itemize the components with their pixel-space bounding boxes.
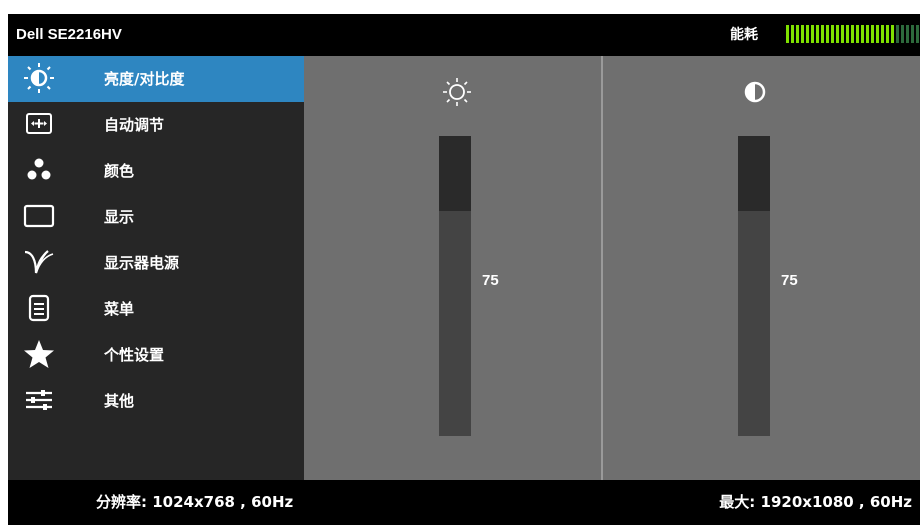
star-icon xyxy=(24,340,54,368)
sidebar-item-label: 菜单 xyxy=(104,300,135,318)
energy-meter-bar xyxy=(816,25,819,43)
energy-meter-bar xyxy=(811,25,814,43)
brightness-value: 75 xyxy=(482,272,499,289)
osd-footer: 分辨率: 1024x768 , 60Hz 最大: 1920x1080 , 60H… xyxy=(8,480,920,525)
sidebar-item-menu[interactable]: 菜单 xyxy=(8,286,304,332)
energy-meter-bar xyxy=(791,25,794,43)
sidebar-item-color[interactable]: 颜色 xyxy=(8,148,304,194)
menu-icon xyxy=(28,294,50,322)
energy-meter-bar xyxy=(916,25,919,43)
sun-icon xyxy=(443,78,471,106)
brightness-slider-fill xyxy=(439,211,471,436)
energy-meter-bar xyxy=(911,25,914,43)
max-resolution: 最大: 1920x1080 , 60Hz xyxy=(719,493,912,511)
content-area: 75 75 xyxy=(304,56,920,480)
sidebar-item-auto-adjust[interactable]: 自动调节 xyxy=(8,102,304,148)
osd-header: Dell SE2216HV 能耗 xyxy=(8,14,920,56)
energy-meter-bar xyxy=(846,25,849,43)
sidebar-item-label: 颜色 xyxy=(104,162,135,180)
energy-meter-bar xyxy=(891,25,894,43)
energy-meter-bar xyxy=(786,25,789,43)
energy-label: 能耗 xyxy=(730,27,758,43)
energy-meter-bar xyxy=(876,25,879,43)
energy-meter-bar xyxy=(866,25,869,43)
brightness-slider[interactable] xyxy=(439,136,471,436)
panel-divider xyxy=(601,56,603,480)
energy-meter-bar xyxy=(831,25,834,43)
sidebar-item-label: 显示 xyxy=(104,208,135,226)
sidebar-item-display[interactable]: 显示 xyxy=(8,194,304,240)
energy-meter-bar xyxy=(856,25,859,43)
energy-meter-bar xyxy=(881,25,884,43)
energy-meter-bar xyxy=(806,25,809,43)
contrast-value: 75 xyxy=(781,272,798,289)
sidebar-item-power[interactable]: 显示器电源 xyxy=(8,240,304,286)
energy-meter-bar xyxy=(796,25,799,43)
energy-meter-bar xyxy=(896,25,899,43)
energy-meter-bar xyxy=(906,25,909,43)
contrast-slider[interactable] xyxy=(738,136,770,436)
energy-meter-bar xyxy=(821,25,824,43)
sidebar-item-label: 个性设置 xyxy=(104,346,165,364)
sidebar-item-label: 亮度/对比度 xyxy=(104,70,185,88)
current-resolution: 分辨率: 1024x768 , 60Hz xyxy=(96,493,294,511)
energy-meter-bar xyxy=(871,25,874,43)
sidebar: 亮度/对比度 自动调节 颜色 显示 xyxy=(8,56,304,480)
energy-meter-bar xyxy=(836,25,839,43)
contrast-slider-fill xyxy=(738,211,770,436)
energy-meter-bar xyxy=(901,25,904,43)
settings-icon xyxy=(26,390,52,410)
energy-meter-bar xyxy=(886,25,889,43)
power-icon xyxy=(24,250,54,274)
contrast-icon xyxy=(744,81,766,103)
energy-meter-bar xyxy=(861,25,864,43)
sidebar-item-label: 自动调节 xyxy=(104,116,165,134)
sidebar-item-label: 其他 xyxy=(104,392,135,410)
auto-adjust-icon xyxy=(26,113,52,134)
sidebar-item-others[interactable]: 其他 xyxy=(8,378,304,424)
sidebar-item-personalize[interactable]: 个性设置 xyxy=(8,332,304,378)
brightness-icon xyxy=(24,63,54,93)
energy-meter xyxy=(786,25,921,45)
sidebar-item-brightness-contrast[interactable]: 亮度/对比度 xyxy=(8,56,304,102)
sidebar-item-label: 显示器电源 xyxy=(104,254,180,272)
color-icon xyxy=(27,158,51,180)
energy-meter-bar xyxy=(851,25,854,43)
monitor-model: Dell SE2216HV xyxy=(16,26,122,43)
energy-meter-bar xyxy=(801,25,804,43)
energy-meter-bar xyxy=(841,25,844,43)
display-icon xyxy=(23,204,55,228)
energy-meter-bar xyxy=(826,25,829,43)
